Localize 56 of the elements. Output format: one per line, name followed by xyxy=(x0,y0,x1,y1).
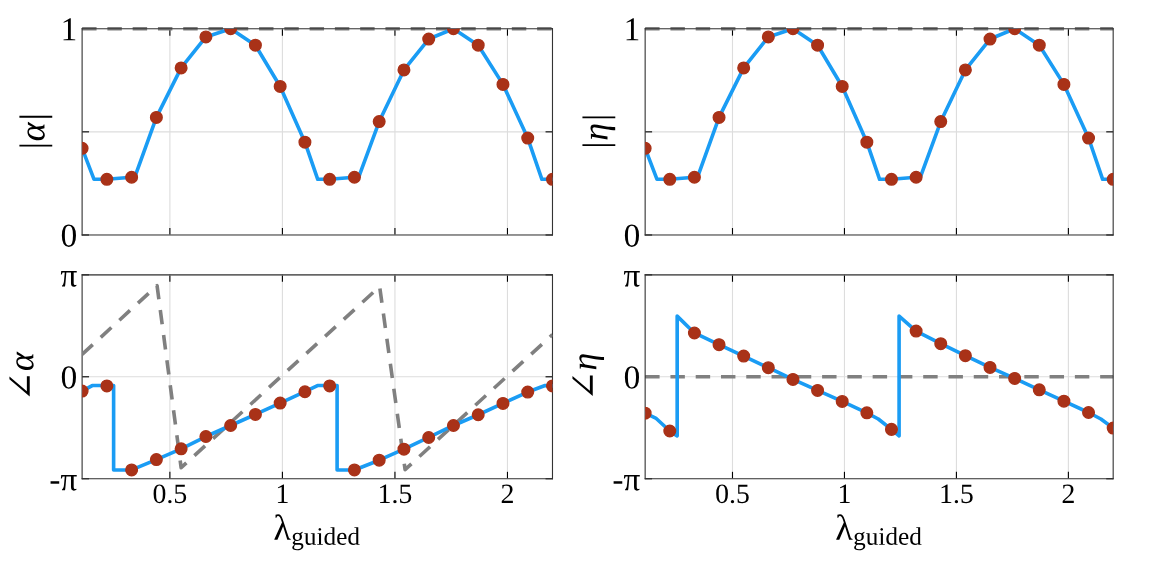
y-tick-label: π xyxy=(60,271,77,287)
point xyxy=(835,79,849,93)
y-axis-title: ∠α xyxy=(9,351,34,397)
point xyxy=(884,172,898,186)
point xyxy=(471,38,485,52)
point xyxy=(100,172,114,186)
point xyxy=(125,170,139,184)
y-tick-label: 1 xyxy=(63,18,76,41)
x-tick-label: 1 xyxy=(839,484,850,503)
x-axis-title: λ$_{guided}$ xyxy=(836,514,922,551)
point xyxy=(811,38,825,52)
point xyxy=(347,170,361,184)
point xyxy=(983,32,997,46)
point xyxy=(323,172,337,186)
y-axis-title: ∠η xyxy=(572,354,605,396)
x-axis-title: λ$_{guided}$ xyxy=(274,514,360,551)
point xyxy=(496,77,510,91)
x-tick-label: 2 xyxy=(1062,484,1074,503)
y-tick-label: 0 xyxy=(61,224,76,247)
point xyxy=(199,30,213,44)
point xyxy=(958,63,972,77)
point xyxy=(149,110,163,124)
y-tick-label: -π xyxy=(50,475,77,491)
point xyxy=(909,170,923,184)
x-tick-label: 0.5 xyxy=(716,484,749,504)
x-tick-label: 1.5 xyxy=(380,484,412,504)
y-axis-title: |α| xyxy=(19,115,53,147)
point xyxy=(761,30,775,44)
point xyxy=(934,115,948,129)
point xyxy=(712,110,726,124)
point xyxy=(397,63,411,77)
y-tick-label: -π xyxy=(613,475,640,491)
point xyxy=(860,135,874,149)
point xyxy=(372,115,386,129)
y-tick-label: 1 xyxy=(626,18,639,41)
point xyxy=(273,79,287,93)
x-tick-label: 2 xyxy=(501,484,513,503)
y-tick-label: 0 xyxy=(624,224,640,247)
point xyxy=(248,38,262,52)
y-tick-label: 0 xyxy=(61,366,76,389)
y-tick-label: π xyxy=(623,271,640,287)
y-axis-title: |η| xyxy=(582,116,616,147)
point xyxy=(1082,131,1096,145)
point xyxy=(174,61,188,75)
point xyxy=(521,131,535,145)
point xyxy=(737,61,751,75)
x-tick-label: 1 xyxy=(277,484,288,503)
point xyxy=(663,172,677,186)
point xyxy=(687,170,701,184)
y-tick-label: 0 xyxy=(624,366,640,389)
point xyxy=(422,32,436,46)
point xyxy=(1032,38,1046,52)
point xyxy=(298,135,312,149)
x-tick-label: 1.5 xyxy=(941,484,973,504)
x-tick-label: 0.5 xyxy=(153,484,187,504)
point xyxy=(1057,77,1071,91)
